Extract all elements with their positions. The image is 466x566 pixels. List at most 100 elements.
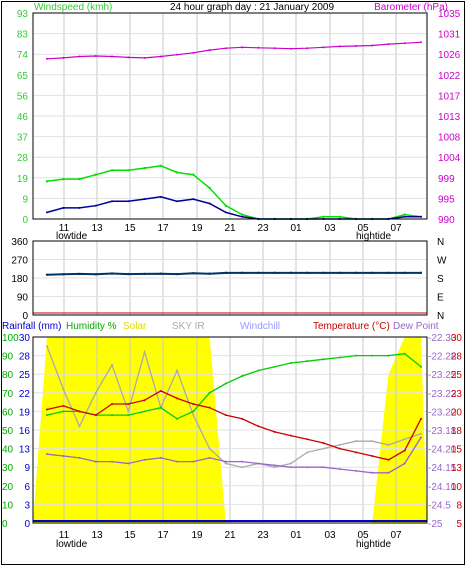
panel2-left-ticks: 0 90 180 270 360 bbox=[11, 237, 28, 322]
wind-direction-point bbox=[273, 271, 276, 275]
average-wind-point bbox=[176, 200, 179, 203]
temperature-tick-label: 30 bbox=[451, 333, 463, 344]
wind-direction-point bbox=[387, 271, 390, 275]
dew-point-tick-label: -24.20 bbox=[428, 445, 457, 456]
rainfall-tick-label: 16 bbox=[19, 426, 31, 437]
legend-humidity: Humidity % bbox=[66, 321, 117, 332]
wind-direction-point bbox=[143, 272, 146, 276]
humidity-point bbox=[46, 414, 48, 417]
humidity-tick-label: 80 bbox=[2, 370, 14, 381]
dew-point-tick-label: -25 bbox=[428, 519, 443, 530]
hour-tick-label-bottom: 15 bbox=[124, 530, 136, 541]
wind-direction-point bbox=[62, 273, 65, 276]
average-wind-point bbox=[241, 215, 244, 218]
windspeed-tick-label: 19 bbox=[17, 174, 29, 185]
windspeed-point bbox=[224, 204, 228, 207]
dew-point-point bbox=[354, 469, 357, 472]
barometer-point bbox=[127, 56, 130, 59]
dew-point-tick-label: -24.5 bbox=[428, 500, 451, 511]
temperature-point bbox=[224, 414, 227, 417]
hour-tick-label-bottom: 01 bbox=[290, 530, 302, 541]
rainfall-tick-label: 3 bbox=[24, 500, 30, 511]
chart-title: 24 hour graph day : 21 January 2009 bbox=[170, 2, 334, 13]
wind-direction-point bbox=[289, 271, 293, 275]
temperature-tick-label: 8 bbox=[456, 500, 462, 511]
wind-direction-point bbox=[371, 271, 374, 275]
hour-tick-label: 15 bbox=[124, 223, 136, 234]
barometer-point bbox=[62, 56, 65, 59]
direction-degree-label: 360 bbox=[11, 237, 28, 248]
windspeed-tick-label: 93 bbox=[17, 9, 29, 20]
average-wind-point bbox=[192, 198, 195, 201]
temperature-point bbox=[192, 402, 195, 405]
compass-label: S bbox=[437, 274, 444, 285]
dew-point-point bbox=[338, 468, 341, 471]
sky-ir-point bbox=[403, 438, 406, 441]
windspeed-point bbox=[62, 177, 65, 181]
windspeed-point bbox=[175, 171, 179, 174]
rainfall-tick-label: 9 bbox=[24, 463, 30, 474]
temperature-point bbox=[46, 408, 48, 411]
hour-tick-label-bottom: 11 bbox=[59, 530, 70, 541]
humidity-tick-label: 100 bbox=[2, 333, 19, 344]
wind-direction-point bbox=[127, 272, 130, 276]
humidity-tick-label: 30 bbox=[2, 463, 14, 474]
dew-point-line bbox=[46, 437, 422, 474]
humidity-tick-label: 50 bbox=[2, 426, 14, 437]
dew-point-point bbox=[257, 462, 260, 465]
sky-ir-point bbox=[94, 391, 97, 394]
panel2-frame bbox=[32, 240, 428, 316]
dew-point-point bbox=[127, 462, 130, 465]
panel3-grid bbox=[33, 337, 427, 523]
humidity-tick-label: 90 bbox=[2, 352, 14, 363]
windspeed-point bbox=[240, 213, 244, 216]
hour-tick-label: 23 bbox=[257, 223, 269, 234]
sky-ir-point bbox=[354, 440, 357, 443]
humidity-tick-label: 10 bbox=[2, 500, 14, 511]
barometer-point bbox=[371, 44, 374, 47]
humidity-point bbox=[192, 410, 195, 413]
temperature-tick-label: 13 bbox=[451, 463, 463, 474]
dew-point-point bbox=[46, 453, 48, 456]
rainfall-tick-label: 22 bbox=[19, 389, 31, 400]
average-wind-point bbox=[208, 202, 211, 205]
sky-ir-point bbox=[62, 388, 65, 391]
humidity-point bbox=[176, 417, 179, 420]
average-wind-point bbox=[62, 206, 65, 209]
windspeed-tick-label: 37 bbox=[17, 133, 29, 144]
humidity-point bbox=[241, 375, 244, 378]
temperature-point bbox=[94, 414, 97, 417]
sky-ir-point bbox=[322, 447, 325, 450]
sky-ir-point bbox=[289, 462, 292, 465]
barometer-point bbox=[159, 55, 162, 58]
temperature-tick-label: 20 bbox=[451, 407, 463, 418]
barometer-point bbox=[306, 47, 309, 50]
temperature-tick-label: 5 bbox=[456, 519, 462, 530]
barometer-point bbox=[143, 56, 146, 59]
temperature-point bbox=[78, 410, 81, 413]
windspeed-tick-label: 28 bbox=[17, 153, 29, 164]
wind-direction-point bbox=[175, 272, 179, 276]
barometer-axis-title: Barometer (hPa) bbox=[374, 2, 448, 13]
average-wind-point bbox=[127, 200, 130, 203]
direction-degree-label: 0 bbox=[22, 311, 28, 322]
temperature-point bbox=[257, 425, 260, 428]
legend-temperature: Temperature (°C) bbox=[313, 321, 390, 332]
hour-tick-label-bottom: 23 bbox=[257, 530, 269, 541]
temperature-point bbox=[387, 458, 390, 461]
sky-ir-point bbox=[176, 369, 179, 372]
barometer-point bbox=[111, 55, 114, 58]
barometer-point bbox=[78, 55, 81, 58]
sky-ir-point bbox=[46, 345, 48, 348]
hightide-label: hightide bbox=[356, 231, 391, 242]
humidity-point bbox=[224, 382, 227, 385]
wind-direction-point bbox=[208, 272, 211, 275]
sky-ir-point bbox=[78, 425, 81, 428]
sky-ir-point bbox=[192, 414, 195, 417]
dew-point-tick-label: -22.30 bbox=[428, 333, 457, 344]
temperature-tick-label: 18 bbox=[451, 426, 463, 437]
temperature-point bbox=[159, 389, 162, 392]
windspeed-point bbox=[94, 173, 97, 176]
